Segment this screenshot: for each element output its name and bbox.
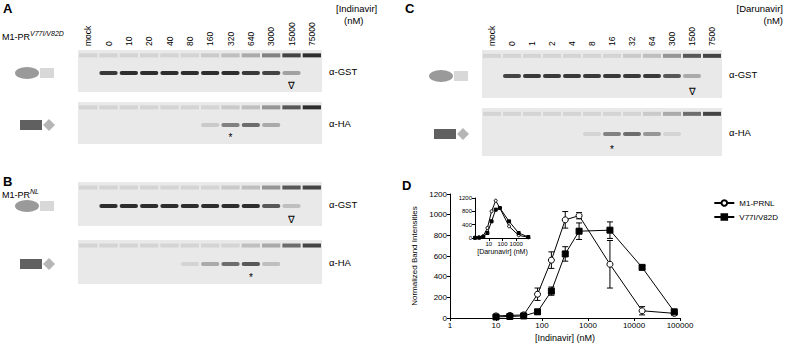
svg-text:∇: ∇ — [287, 80, 295, 91]
svg-text:16: 16 — [607, 36, 617, 46]
svg-text:1000: 1000 — [579, 321, 597, 330]
svg-text:1000: 1000 — [510, 241, 524, 247]
svg-text:(nM): (nM) — [344, 15, 364, 26]
svg-text:*: * — [249, 272, 253, 283]
svg-text:32: 32 — [627, 36, 637, 46]
svg-text:α-HA: α-HA — [329, 257, 352, 268]
svg-text:600: 600 — [434, 252, 448, 261]
svg-text:100: 100 — [497, 241, 508, 247]
svg-text:∇: ∇ — [688, 86, 696, 97]
svg-text:α-HA: α-HA — [329, 118, 352, 129]
svg-text:800: 800 — [434, 231, 448, 240]
svg-text:Normalized Band Intensities: Normalized Band Intensities — [410, 206, 419, 306]
svg-text:[Darunavir]: [Darunavir] — [737, 3, 783, 14]
svg-text:[Indinavir]: [Indinavir] — [336, 3, 377, 14]
svg-text:400: 400 — [434, 272, 448, 281]
svg-text:160: 160 — [205, 32, 215, 46]
svg-text:100000: 100000 — [667, 321, 694, 330]
svg-text:400: 400 — [462, 222, 473, 228]
svg-text:1: 1 — [527, 41, 537, 46]
svg-text:1200: 1200 — [429, 190, 447, 199]
svg-text:0: 0 — [442, 313, 447, 323]
svg-text:300: 300 — [667, 32, 677, 46]
svg-text:M1-PRV77I/V82D: M1-PRV77I/V82D — [2, 30, 64, 42]
svg-text:0: 0 — [507, 41, 517, 46]
svg-text:640: 640 — [246, 32, 256, 46]
svg-text:1200: 1200 — [459, 195, 473, 201]
svg-text:80: 80 — [185, 36, 195, 46]
svg-text:20: 20 — [144, 36, 154, 46]
svg-text:1: 1 — [448, 321, 453, 330]
svg-text:0: 0 — [104, 41, 114, 46]
svg-text:15000: 15000 — [287, 22, 297, 46]
svg-text:40: 40 — [165, 36, 175, 46]
svg-text:α-GST: α-GST — [329, 199, 357, 210]
svg-text:M1-PRNL: M1-PRNL — [2, 188, 39, 200]
svg-text:α-GST: α-GST — [729, 69, 757, 80]
svg-text:200: 200 — [434, 293, 448, 302]
svg-text:(nM): (nM) — [763, 15, 783, 26]
svg-text:10: 10 — [492, 321, 501, 330]
svg-text:75000: 75000 — [307, 22, 317, 46]
svg-text:2: 2 — [547, 41, 557, 46]
svg-text:α-GST: α-GST — [329, 66, 357, 77]
svg-text:*: * — [229, 132, 233, 143]
svg-text:8: 8 — [587, 41, 597, 46]
svg-text:3000: 3000 — [266, 27, 276, 46]
svg-text:320: 320 — [226, 32, 236, 46]
svg-text:10: 10 — [124, 36, 134, 46]
svg-text:V77I/V82D: V77I/V82D — [739, 213, 778, 222]
svg-text:A: A — [3, 1, 13, 16]
svg-text:10: 10 — [485, 241, 492, 247]
svg-text:D: D — [402, 178, 411, 193]
svg-text:∇: ∇ — [287, 214, 295, 225]
svg-text:C: C — [405, 1, 415, 16]
svg-text:[Darunavir] (nM): [Darunavir] (nM) — [477, 248, 528, 256]
svg-text:7500: 7500 — [707, 27, 717, 46]
svg-text:1000: 1000 — [429, 210, 447, 219]
svg-text:64: 64 — [647, 36, 657, 46]
svg-text:mock: mock — [83, 25, 93, 46]
svg-text:800: 800 — [462, 208, 473, 214]
svg-text:4: 4 — [567, 41, 577, 46]
svg-text:1500: 1500 — [687, 27, 697, 46]
svg-text:[Indinavir] (nM): [Indinavir] (nM) — [535, 333, 595, 343]
svg-text:B: B — [3, 174, 12, 189]
svg-text:M1-PRNL: M1-PRNL — [739, 199, 775, 208]
svg-text:α-HA: α-HA — [729, 127, 752, 138]
svg-text:100: 100 — [535, 321, 549, 330]
svg-text:mock: mock — [487, 25, 497, 46]
svg-text:0: 0 — [469, 235, 473, 241]
svg-text:10000: 10000 — [623, 321, 646, 330]
svg-text:*: * — [610, 144, 614, 155]
